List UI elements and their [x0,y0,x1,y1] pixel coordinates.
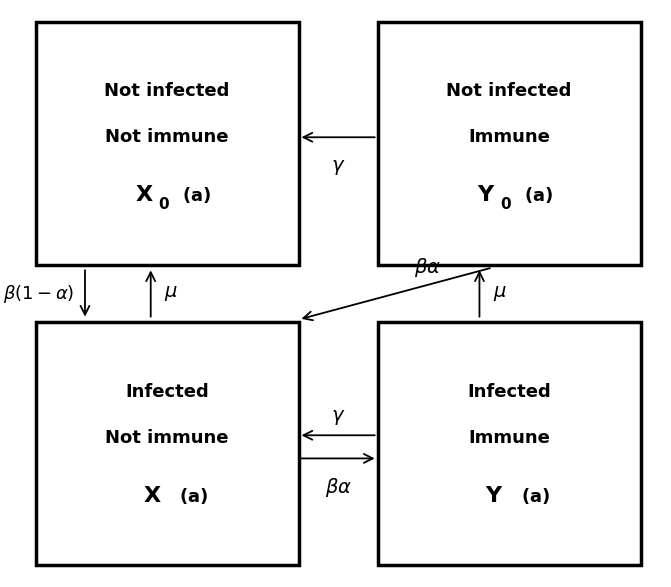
Text: $\gamma$: $\gamma$ [331,407,346,427]
Text: Infected: Infected [125,383,209,401]
Text: $\mathbf{(a)}$: $\mathbf{(a)}$ [524,185,553,205]
Text: $\mathbf{0}$: $\mathbf{0}$ [500,196,512,212]
Text: Not immune: Not immune [105,129,229,146]
Text: Immune: Immune [468,129,550,146]
Text: $\mathbf{0}$: $\mathbf{0}$ [158,196,170,212]
Text: $\mathbf{X}$: $\mathbf{X}$ [144,486,162,506]
Text: Immune: Immune [468,429,550,447]
Bar [36,322,299,565]
Text: $\mathbf{Y}$: $\mathbf{Y}$ [477,185,495,205]
Text: Not infected: Not infected [446,82,572,100]
Text: $\beta(1-\alpha)$: $\beta(1-\alpha)$ [3,282,74,305]
Text: $\gamma$: $\gamma$ [331,157,346,177]
Text: Not immune: Not immune [105,429,229,447]
Text: Infected: Infected [467,383,551,401]
Text: $\mathbf{(a)}$: $\mathbf{(a)}$ [183,185,211,205]
Text: $\mathbf{X}$: $\mathbf{X}$ [135,185,154,205]
Text: $\beta\alpha$: $\beta\alpha$ [414,256,441,279]
Text: $\mathbf{Y}$: $\mathbf{Y}$ [485,486,504,506]
Text: $\mu$: $\mu$ [164,284,178,303]
Text: $\beta\alpha$: $\beta\alpha$ [325,476,352,499]
Bar [378,322,641,565]
Bar [378,22,641,265]
Text: $\mathbf{(a)}$: $\mathbf{(a)}$ [521,486,550,506]
Text: $\mu$: $\mu$ [493,284,507,303]
Bar [36,22,299,265]
Text: Not infected: Not infected [105,82,230,100]
Text: $\mathbf{(a)}$: $\mathbf{(a)}$ [179,486,208,506]
